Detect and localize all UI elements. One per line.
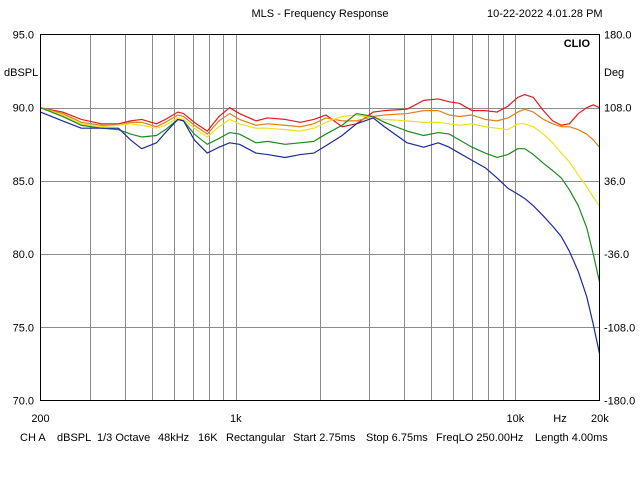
chart-title: MLS - Frequency Response [251,8,389,20]
y-tick-label: 80.0 [13,249,34,261]
y-tick-label: 95.0 [13,30,34,42]
status-bar: CH A dBSPL 1/3 Octave 48kHz 16K Rectangu… [0,432,640,446]
plot-frame [40,34,600,401]
x-tick-label: 10k [506,413,524,425]
y2-tick-label: -36.0 [604,249,629,261]
status-stop: Stop 6.75ms [366,432,428,444]
y2-tick-label: 180.0 [604,30,632,42]
x-tick-label: 1k [230,413,242,425]
y2-axis-label: Deg [604,67,624,79]
series-line-blue [40,111,601,354]
y-tick-label: 75.0 [13,322,34,334]
status-smoothing: 1/3 Octave [97,432,151,444]
series-line-yellow [40,107,600,207]
y2-tick-label: 36.0 [604,176,625,188]
y-tick-label: 90.0 [13,103,34,115]
x-tick-label: 200 [31,413,49,425]
x-axis-unit-label: Hz [553,413,566,425]
series-line-green [40,107,601,283]
status-freq-lo: FreqLO 250.00Hz [436,432,524,444]
y-tick-label: 70.0 [13,396,34,408]
y-tick-label: 85.0 [13,176,34,188]
x-tick-label: 20k [591,413,609,425]
y2-tick-label: -108.0 [604,322,635,334]
brand-label: CLIO [564,38,591,50]
status-unit: dBSPL [57,432,92,444]
chart-series [40,93,601,354]
status-size: 16K [198,432,218,444]
timestamp: 10-22-2022 4.01.28 PM [487,8,603,20]
status-start: Start 2.75ms [293,432,356,444]
y2-tick-label: -180.0 [604,396,635,408]
y-axis-label: dBSPL [4,67,38,79]
series-line-orange [40,107,600,148]
status-length: Length 4.00ms [535,432,608,444]
status-window: Rectangular [226,432,286,444]
series-line-red [40,93,600,132]
status-sample-rate: 48kHz [158,432,190,444]
chart-grid [40,34,600,401]
y2-tick-label: 108.0 [604,103,632,115]
axis-labels: 95.0 90.0 85.0 80.0 75.0 70.0 180.0 108.0 36.0 -3… [4,30,635,426]
status-channel: CH A [20,432,46,444]
